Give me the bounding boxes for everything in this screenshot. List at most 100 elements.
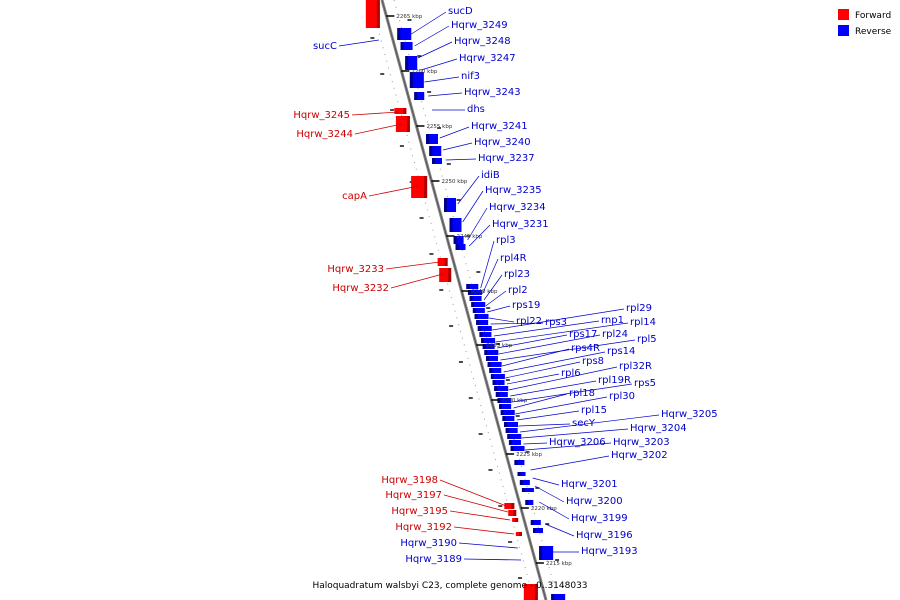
gene-label: rps4R xyxy=(571,343,600,354)
reverse-gene xyxy=(455,244,466,250)
forward-gene-shade xyxy=(448,268,452,282)
label-leader xyxy=(500,339,636,361)
reverse-gene xyxy=(484,350,499,355)
genome-caption: Haloquadratum walsbyi C23, complete geno… xyxy=(312,581,587,591)
reverse-gene xyxy=(409,72,424,88)
label-leader xyxy=(498,334,601,355)
label-leader xyxy=(510,380,597,397)
gene-label: rps19 xyxy=(512,300,540,311)
reverse-gene xyxy=(502,416,515,421)
gene-label: Hqrw_3197 xyxy=(385,490,442,501)
label-leader xyxy=(428,92,463,97)
reverse-gene xyxy=(500,410,515,415)
reverse-gene xyxy=(482,344,495,349)
gene-label: Hqrw_3234 xyxy=(489,202,546,213)
gene-label: Hqrw_3195 xyxy=(391,506,448,517)
reverse-gene-shade xyxy=(505,428,509,433)
reverse-gene-shade xyxy=(490,374,494,379)
reverse-gene xyxy=(414,92,425,100)
reverse-gene xyxy=(429,146,442,156)
reverse-gene-shade xyxy=(508,440,512,445)
reverse-gene-shade xyxy=(485,356,489,361)
reverse-gene xyxy=(519,480,530,485)
forward-gene xyxy=(508,510,517,516)
label-leader xyxy=(411,11,447,35)
label-leader xyxy=(482,258,499,295)
label-leader xyxy=(458,542,518,549)
reverse-gene-shade xyxy=(449,218,453,232)
reverse-gene xyxy=(485,356,498,361)
reverse-gene xyxy=(517,472,526,476)
gene-label: rpl22 xyxy=(516,316,542,327)
gene-label: Hqrw_3205 xyxy=(661,409,718,420)
gene-label: Hqrw_3200 xyxy=(566,496,623,507)
reverse-gene-shade xyxy=(484,350,488,355)
gene-label: rpl29 xyxy=(626,303,652,314)
reverse-gene xyxy=(467,290,482,295)
label-leader xyxy=(515,396,608,415)
legend-reverse-label: Reverse xyxy=(855,27,892,37)
gene-label: Hqrw_3243 xyxy=(464,87,521,98)
reverse-gene xyxy=(400,42,413,50)
label-leader xyxy=(516,410,580,421)
forward-gene xyxy=(523,584,538,600)
gene-label: Hqrw_3206 xyxy=(549,437,606,448)
reverse-gene-shade xyxy=(499,404,503,409)
reverse-gene xyxy=(507,434,522,439)
reverse-gene-shade xyxy=(519,480,523,485)
scale-tick-label: 2250 kbp xyxy=(441,179,467,185)
reverse-gene-shade xyxy=(405,56,409,70)
reverse-gene-shade xyxy=(444,198,448,212)
scale-tick-label: 2240 kbp xyxy=(472,289,498,295)
gene-label: Hqrw_3190 xyxy=(400,538,457,549)
reverse-gene-shade xyxy=(453,236,457,244)
reverse-gene xyxy=(466,284,479,289)
label-leader xyxy=(508,366,618,391)
reverse-gene-shade xyxy=(397,28,401,40)
gene-label: Hqrw_3232 xyxy=(332,283,389,294)
reverse-gene xyxy=(530,520,541,525)
gene-label: Hqrw_3240 xyxy=(474,137,531,148)
gene-label: rpl23 xyxy=(504,269,530,280)
gene-label: Hqrw_3193 xyxy=(581,546,638,557)
label-leader xyxy=(523,442,548,445)
reverse-gene-shade xyxy=(467,290,471,295)
reverse-gene-shade xyxy=(500,410,504,415)
reverse-gene xyxy=(490,374,505,379)
reverse-gene xyxy=(533,528,544,533)
scale-tick-label: 2255 kbp xyxy=(426,124,452,130)
label-leader xyxy=(390,273,443,289)
reverse-gene-shade xyxy=(539,546,543,560)
gene-label: rpl4R xyxy=(500,253,527,264)
reverse-gene xyxy=(489,368,502,373)
forward-gene-shade xyxy=(406,116,410,132)
reverse-gene-shade xyxy=(425,134,429,144)
forward-gene xyxy=(365,0,380,28)
gene-label: idiB xyxy=(481,170,500,181)
gene-label: sucD xyxy=(448,6,473,17)
gene-label: Hqrw_3196 xyxy=(576,530,633,541)
gene-label: nif3 xyxy=(461,71,480,82)
forward-gene xyxy=(394,108,407,114)
reverse-gene xyxy=(472,308,485,313)
reverse-gene-shade xyxy=(481,338,485,343)
gene-label: Hqrw_3198 xyxy=(381,475,438,486)
label-leader xyxy=(439,479,507,507)
gene-label: Hqrw_3241 xyxy=(471,121,528,132)
reverse-gene xyxy=(525,500,534,505)
label-leader xyxy=(530,455,610,471)
gene-label: Hqrw_3203 xyxy=(613,437,670,448)
label-leader xyxy=(495,322,629,343)
label-leader xyxy=(483,274,503,301)
legend-reverse-swatch xyxy=(838,25,849,36)
label-leaders xyxy=(338,11,660,561)
reverse-gene-shade xyxy=(469,296,473,301)
legend: Forward Reverse xyxy=(838,9,892,37)
reverse-gene-shade xyxy=(429,146,433,156)
scale-tick-label: 2265 kbp xyxy=(396,14,422,20)
reverse-gene-shade xyxy=(455,244,459,250)
label-leader xyxy=(385,261,440,270)
forward-gene-shade xyxy=(444,258,448,266)
label-leader xyxy=(453,526,515,535)
reverse-gene-shade xyxy=(510,446,514,451)
